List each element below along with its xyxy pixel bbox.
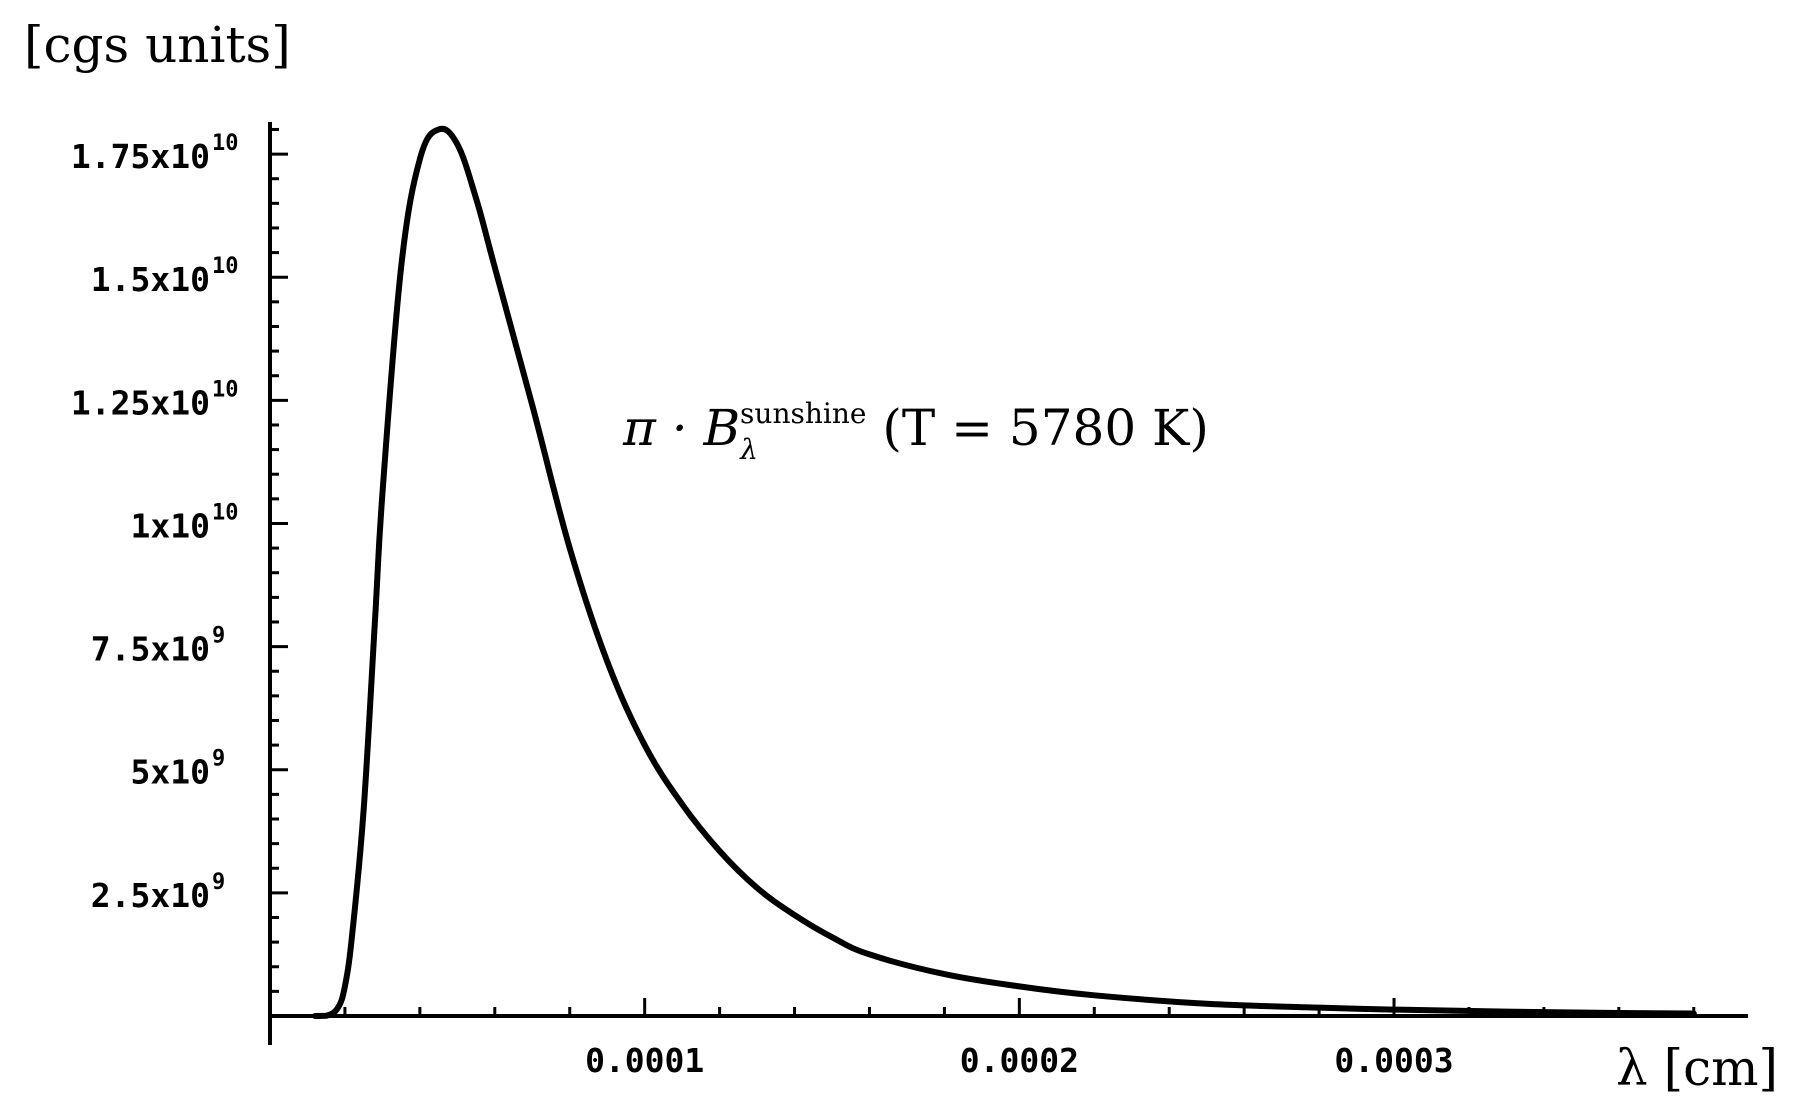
annotation-rest: (T = 5780 K) [866, 399, 1208, 457]
x-tick-label: 0.0002 [960, 1041, 1079, 1080]
curve-annotation: π · Bλsunshine (T = 5780 K) [622, 397, 1209, 466]
series-line [312, 125, 1697, 1019]
y-tick-label: 1.25x10 [71, 383, 210, 422]
y-tick-exponent: 10 [212, 500, 239, 525]
y-axis-title: [cgs units] [24, 16, 291, 74]
y-tick-label: 1x10 [131, 506, 210, 545]
x-tick-label: 0.0001 [585, 1041, 704, 1080]
y-tick-label: 7.5x10 [91, 630, 210, 669]
y-tick-exponent: 9 [212, 624, 225, 649]
tick-marks [270, 127, 1696, 1016]
annotation-prefix: π · B [622, 399, 740, 457]
annotation-subscript: λ [739, 433, 758, 466]
y-tick-label: 2.5x10 [91, 876, 210, 915]
x-axis-title: λ [cm] [1616, 1039, 1778, 1097]
y-tick-label: 1.75x10 [71, 137, 210, 176]
y-tick-label: 1.5x10 [91, 260, 210, 299]
x-tick-label: 0.0003 [1334, 1041, 1453, 1080]
y-tick-exponent: 9 [212, 747, 225, 772]
y-tick-label: 5x10 [131, 753, 210, 792]
y-tick-exponent: 10 [212, 131, 239, 156]
y-tick-exponent: 10 [212, 254, 239, 279]
y-tick-exponent: 10 [212, 377, 239, 402]
y-tick-exponent: 9 [212, 870, 225, 895]
annotation-superscript: sunshine [740, 397, 866, 430]
